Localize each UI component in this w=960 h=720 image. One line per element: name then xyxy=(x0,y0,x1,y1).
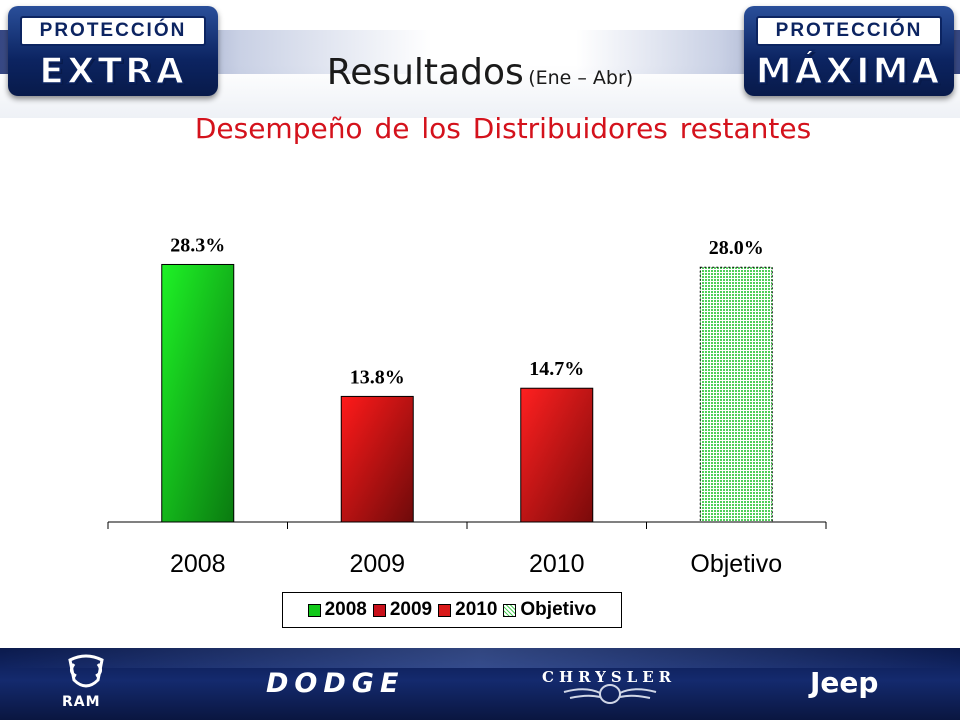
legend-item-2009: 2009 xyxy=(372,599,433,621)
legend-item-2008: 2008 xyxy=(307,599,367,621)
chart-legend: 2008 2009 2010 Objetivo xyxy=(282,592,622,628)
badge-right-top-text: PROTECCIÓN xyxy=(756,16,942,46)
page-title: Resultados (Ene – Abr) xyxy=(0,52,960,93)
legend-label-2010: 2010 xyxy=(455,599,498,620)
brand-jeep: Jeep xyxy=(810,666,879,699)
data-label-objetivo: 28.0% xyxy=(709,237,764,259)
legend-swatch-objetivo xyxy=(503,603,517,617)
bar-objetivo xyxy=(699,266,773,523)
legend-item-objetivo: Objetivo xyxy=(503,599,596,621)
badge-proteccion-extra: PROTECCIÓN EXTRA xyxy=(8,6,218,96)
legend-swatch-2008 xyxy=(307,603,321,617)
data-label-2008: 28.3% xyxy=(170,234,225,256)
category-label-2008: 2008 xyxy=(170,550,226,578)
brand-dodge: DODGE xyxy=(266,668,405,699)
legend-item-2010: 2010 xyxy=(438,599,497,621)
badge-proteccion-maxima: PROTECCIÓN MÁXIMA xyxy=(744,6,954,96)
brand-footer-sheen xyxy=(0,648,960,668)
data-label-2009: 13.8% xyxy=(350,366,405,388)
bars-layer xyxy=(161,263,773,523)
title-period: (Ene – Abr) xyxy=(528,67,634,89)
badge-left-bottom-text: EXTRA xyxy=(39,51,187,93)
ram-head-icon xyxy=(68,654,104,688)
page-subtitle: Desempeño de los Distribuidores restante… xyxy=(194,112,812,145)
bar-2008 xyxy=(161,263,235,523)
bar-2009 xyxy=(340,395,414,523)
bar-chart: 28.3% 2008 13.8% 2009 14.7% 2010 28.0% Objetivo xyxy=(107,234,827,578)
brand-chrysler: CHRYSLER xyxy=(542,668,677,686)
badge-left-top-text: PROTECCIÓN xyxy=(20,16,206,46)
title-text: Resultados xyxy=(326,52,524,93)
category-label-2009: 2009 xyxy=(349,550,405,578)
legend-label-2009: 2009 xyxy=(389,599,433,620)
bar-2010 xyxy=(520,387,594,523)
data-label-2010: 14.7% xyxy=(529,358,584,380)
category-label-2010: 2010 xyxy=(529,550,585,578)
category-label-objetivo: Objetivo xyxy=(690,550,782,578)
legend-label-objetivo: Objetivo xyxy=(520,599,597,620)
legend-swatch-2009 xyxy=(372,603,386,617)
legend-label-2008: 2008 xyxy=(324,599,367,620)
legend-swatch-2010 xyxy=(438,603,452,617)
chrysler-wings-icon xyxy=(563,684,657,704)
x-axis xyxy=(107,521,827,529)
brand-ram: RAM xyxy=(62,694,101,710)
labels-layer: 28.3% 2008 13.8% 2009 14.7% 2010 28.0% Objetivo xyxy=(170,234,782,578)
badge-right-bottom-text: MÁXIMA xyxy=(755,51,943,93)
brand-footer xyxy=(0,648,960,720)
